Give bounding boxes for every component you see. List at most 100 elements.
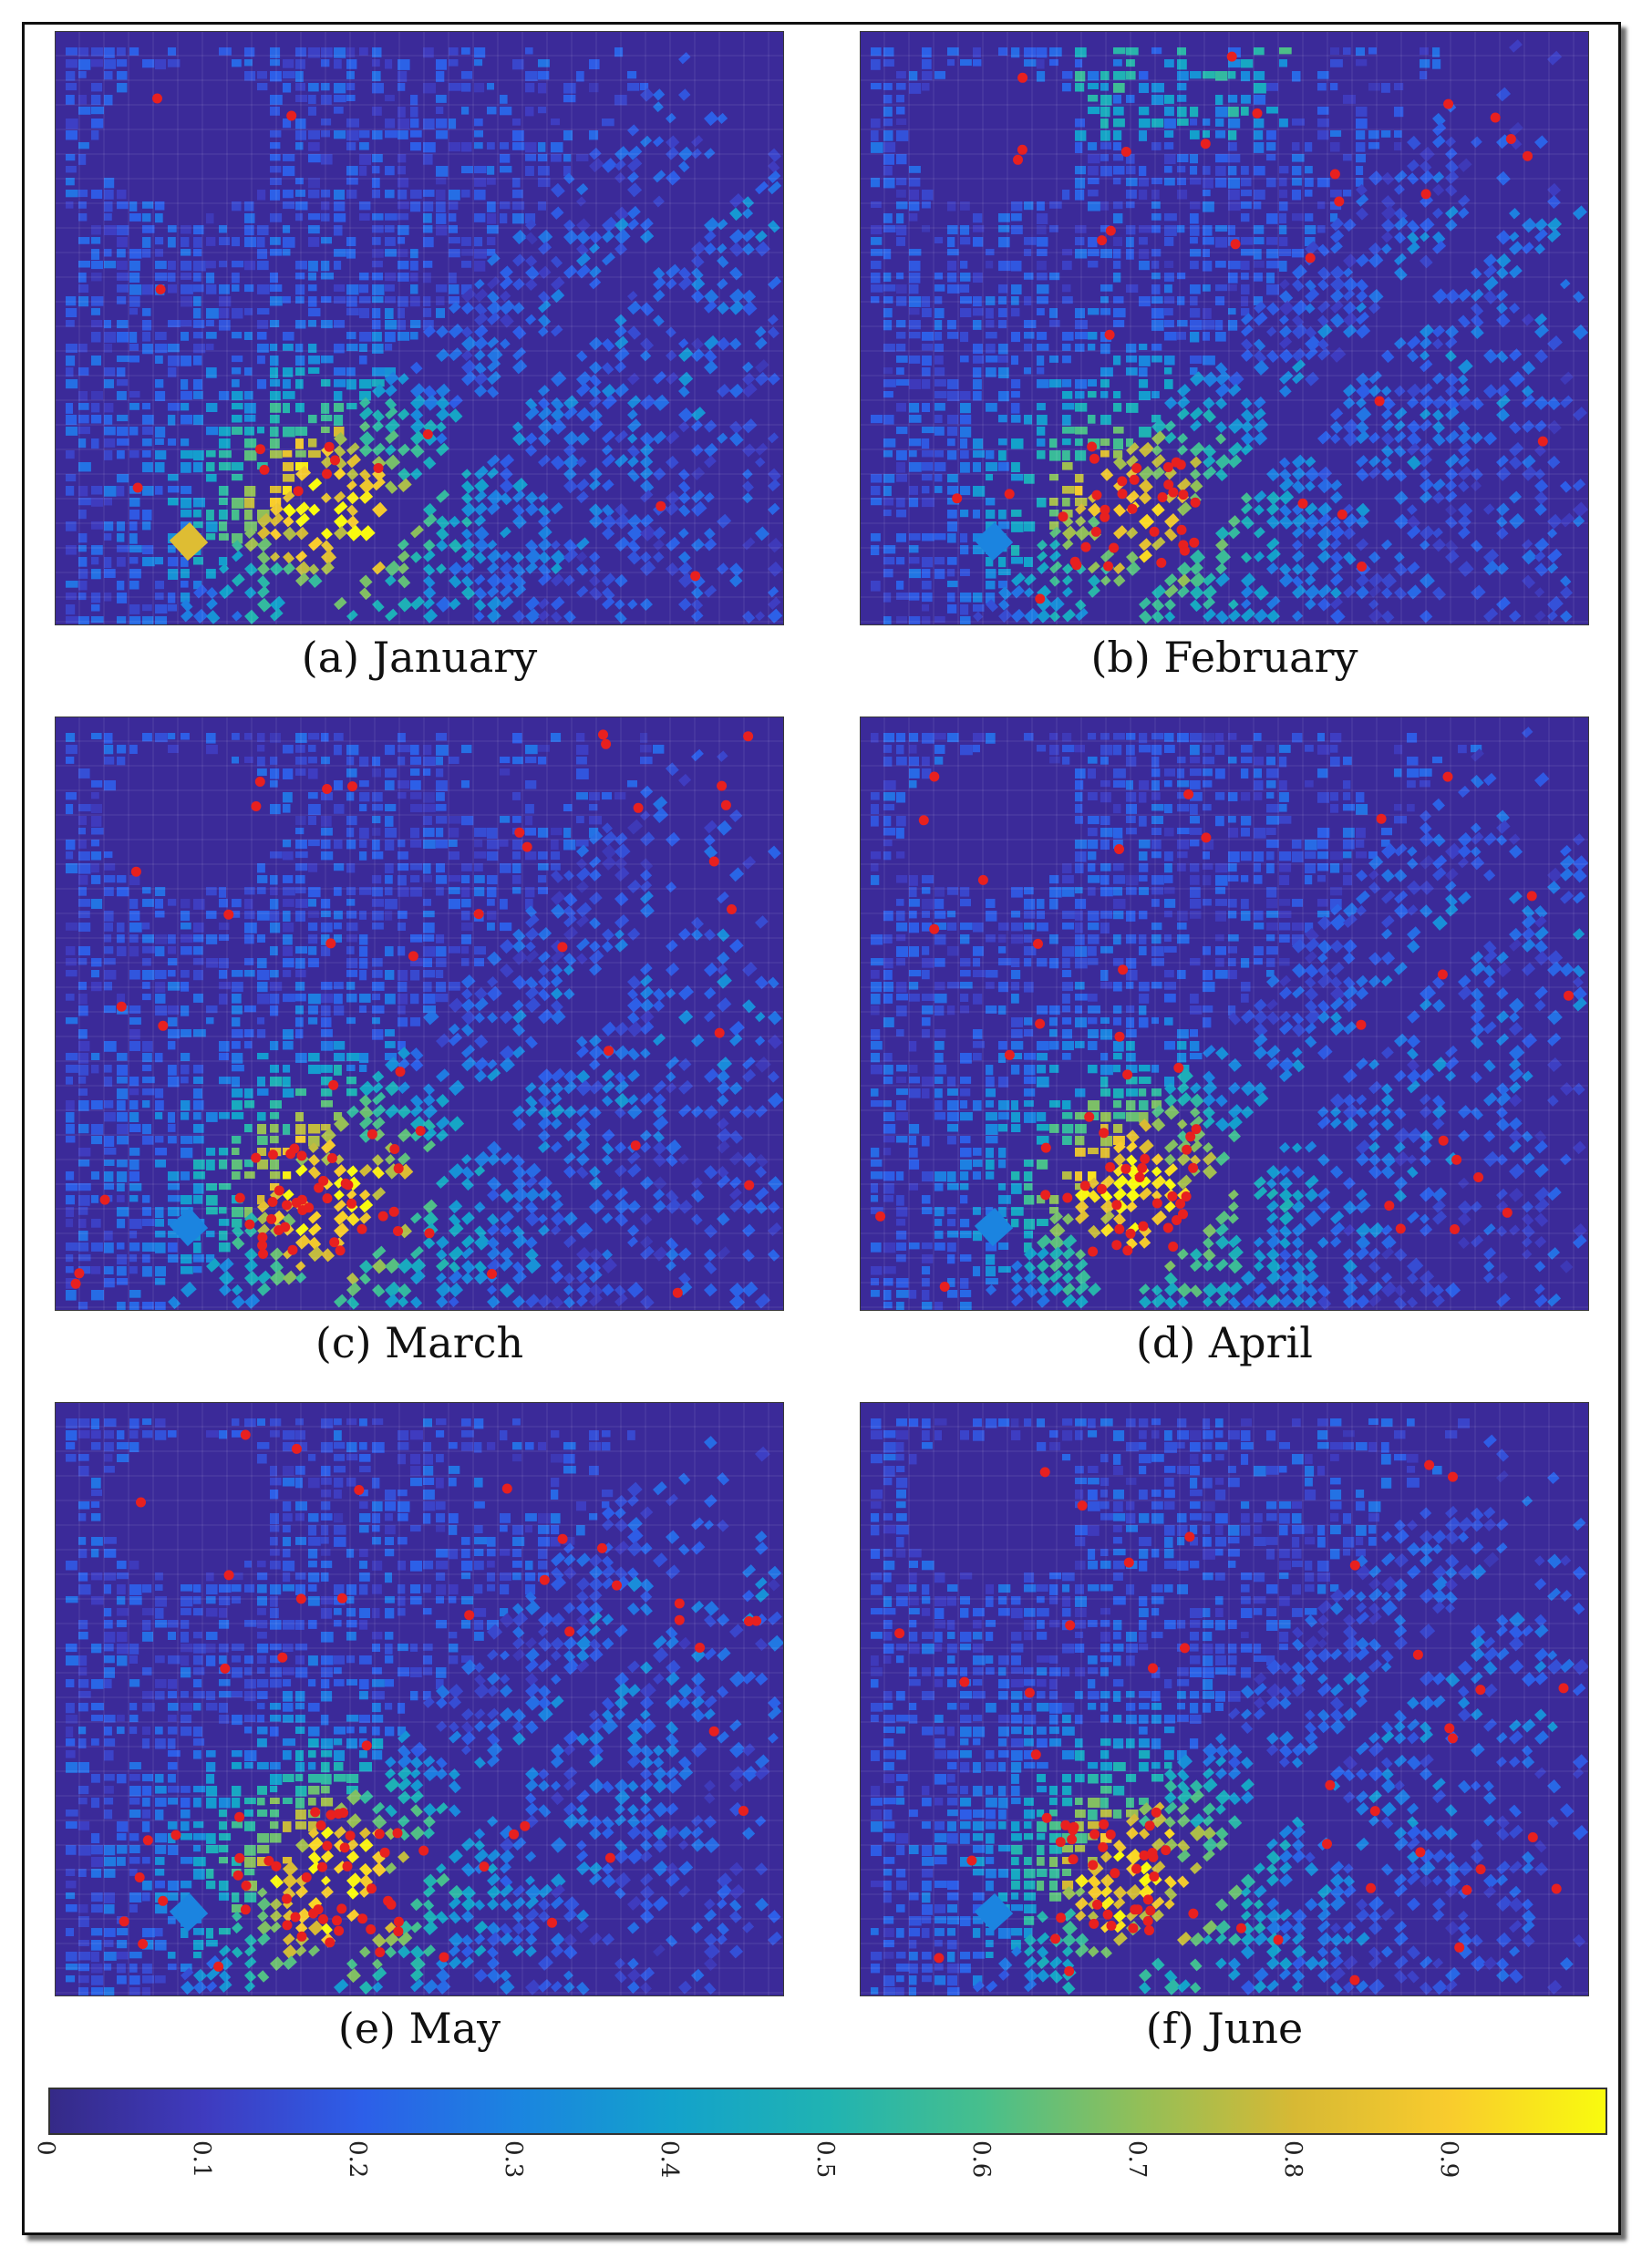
- measurement-point: [1490, 112, 1501, 123]
- measurement-point: [564, 1626, 575, 1637]
- measurement-point: [1157, 492, 1168, 502]
- colorbar-gradient: [48, 2088, 1607, 2135]
- measurement-point: [1444, 1723, 1455, 1734]
- measurement-point: [347, 781, 357, 792]
- measurement-point: [1191, 1124, 1202, 1135]
- measurement-point: [918, 815, 929, 826]
- measurement-point: [743, 731, 754, 742]
- measurement-point: [1068, 1854, 1079, 1865]
- measurement-point: [1040, 1190, 1051, 1201]
- measurement-point: [1090, 526, 1101, 537]
- colorbar-tick-label: 0.4: [656, 2140, 683, 2179]
- measurement-point: [1099, 1128, 1110, 1139]
- measurement-point: [296, 1150, 307, 1161]
- measurement-point: [1475, 1685, 1486, 1696]
- measurement-point: [223, 909, 234, 920]
- measurement-point: [1030, 1749, 1041, 1760]
- colorbar-tick-label: 0.5: [811, 2140, 839, 2179]
- measurement-point: [520, 1820, 531, 1831]
- measurement-point: [1149, 526, 1160, 537]
- measurement-point: [727, 904, 737, 914]
- measurement-point: [1139, 1850, 1150, 1861]
- measurement-point: [509, 1829, 520, 1840]
- measurement-point: [330, 455, 340, 466]
- measurement-point: [267, 1150, 278, 1160]
- measurement-point: [1039, 1467, 1050, 1478]
- measurement-point: [313, 1904, 324, 1915]
- measurement-point: [1089, 453, 1100, 464]
- measurement-point: [1100, 511, 1110, 522]
- measurement-point: [1138, 1221, 1149, 1232]
- measurement-point: [287, 1244, 298, 1255]
- building-blocks: [871, 1418, 1589, 1996]
- measurement-point: [959, 1676, 970, 1687]
- measurement-point: [325, 1809, 336, 1820]
- measurement-point: [1180, 545, 1190, 556]
- measurement-point: [271, 1861, 282, 1871]
- measurement-point: [1109, 542, 1120, 553]
- measurement-point: [1041, 1812, 1052, 1823]
- measurement-point: [1088, 1246, 1099, 1257]
- measurement-point: [1004, 489, 1015, 500]
- measurement-point: [1065, 1620, 1076, 1631]
- building-blocks: [66, 733, 784, 1311]
- measurement-point: [1551, 1883, 1562, 1894]
- measurement-point: [1369, 1806, 1380, 1817]
- measurement-point: [1273, 1934, 1284, 1945]
- measurement-point: [393, 1916, 404, 1927]
- measurement-point: [318, 1913, 328, 1924]
- caption-f: (f) June: [1145, 2004, 1304, 2053]
- caption-a: (a) January: [301, 633, 538, 682]
- measurement-point: [1089, 1918, 1100, 1929]
- measurement-point: [604, 1852, 615, 1863]
- plaza: [169, 1892, 209, 1933]
- measurement-point: [1236, 1923, 1246, 1933]
- measurement-point: [1097, 1183, 1107, 1194]
- measurement-point: [296, 1931, 307, 1942]
- measurement-point: [325, 938, 336, 949]
- measurement-point: [1079, 1181, 1090, 1191]
- measurement-point: [1035, 593, 1046, 604]
- measurement-point: [1017, 144, 1027, 155]
- measurement-point: [934, 1953, 945, 1964]
- colorbar-tick-label: 0.9: [1435, 2140, 1462, 2179]
- measurement-point: [158, 1895, 169, 1906]
- measurement-point: [656, 500, 666, 511]
- measurement-point: [357, 1913, 368, 1924]
- measurement-point: [1167, 1191, 1178, 1201]
- measurement-point: [1183, 789, 1194, 799]
- measurement-point: [274, 1185, 284, 1196]
- measurement-point: [277, 1652, 288, 1663]
- measurement-point: [1447, 1733, 1458, 1744]
- measurement-point: [158, 1020, 169, 1031]
- measurement-point: [1103, 561, 1113, 572]
- measurement-point: [251, 801, 262, 811]
- measurement-point: [1424, 1459, 1435, 1470]
- measurement-point: [929, 923, 940, 934]
- measurement-point: [1450, 1224, 1460, 1234]
- measurement-point: [708, 856, 719, 867]
- measurement-point: [1182, 1144, 1193, 1155]
- measurement-point: [1461, 1884, 1472, 1895]
- measurement-point: [293, 486, 304, 497]
- measurement-points: [875, 771, 1574, 1292]
- measurement-point: [418, 1845, 429, 1856]
- measurement-point: [1134, 1172, 1145, 1182]
- measurement-point: [1252, 108, 1263, 119]
- measurement-point: [1384, 1201, 1395, 1211]
- measurement-point: [130, 866, 141, 877]
- measurement-point: [1188, 1162, 1199, 1173]
- measurement-point: [333, 1809, 344, 1820]
- measurement-point: [714, 1027, 725, 1038]
- measurement-point: [952, 493, 963, 504]
- measurement-point: [977, 874, 988, 885]
- measurement-point: [282, 1200, 292, 1211]
- measurement-point: [1024, 1687, 1035, 1698]
- measurement-point: [70, 1278, 81, 1289]
- measurement-point: [501, 1483, 512, 1494]
- measurement-point: [708, 1726, 719, 1737]
- measurement-point: [1325, 1779, 1336, 1790]
- measurement-point: [301, 1872, 312, 1882]
- measurement-point: [1098, 1841, 1109, 1852]
- measurement-point: [1128, 1923, 1139, 1933]
